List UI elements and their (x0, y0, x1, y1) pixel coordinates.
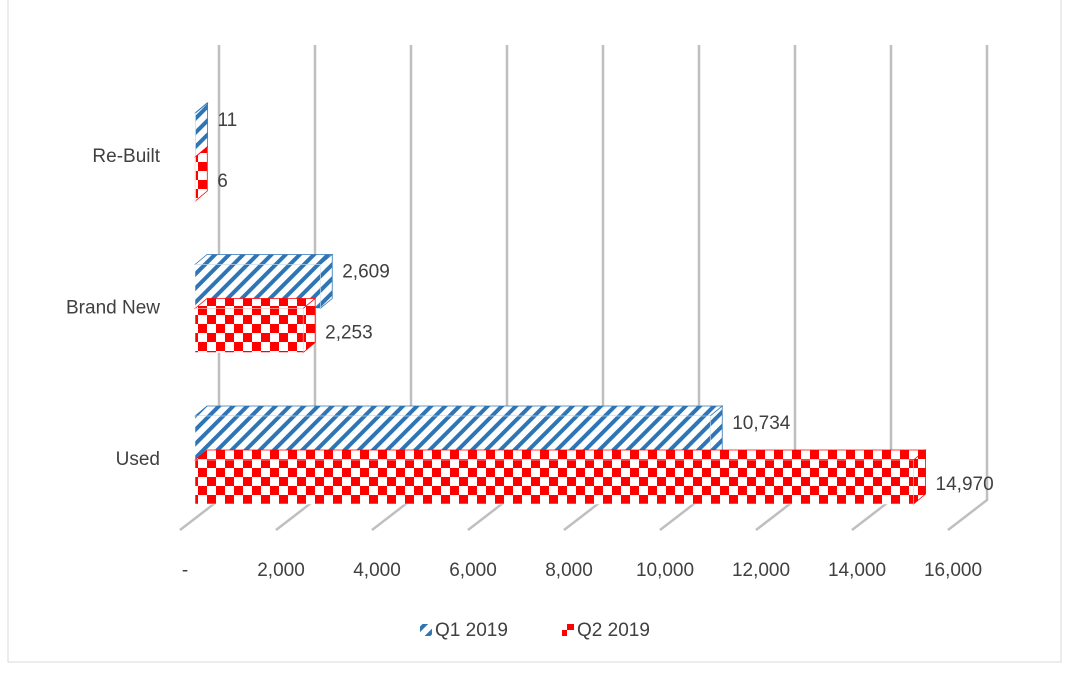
bar-top (193, 254, 334, 265)
bar (193, 102, 209, 158)
bar-top (193, 405, 724, 417)
grid-line (947, 45, 989, 531)
bar-top (193, 449, 927, 461)
x-tick-label: 16,000 (924, 560, 982, 581)
y-tick-label: Re-Built (92, 146, 160, 167)
x-tick-label: 8,000 (545, 560, 593, 581)
x-tick-label: - (182, 560, 188, 581)
legend-label: Q2 2019 (577, 620, 650, 641)
bar-side (913, 449, 926, 505)
x-tick-label: 4,000 (353, 560, 401, 581)
chart-frame (7, 0, 1062, 663)
data-label: 6 (217, 171, 228, 192)
bar (193, 297, 317, 354)
data-label: 10,734 (732, 413, 791, 434)
data-label: 2,253 (325, 323, 373, 344)
x-tick-label: 10,000 (636, 560, 694, 581)
bar-front (194, 459, 914, 505)
y-tick-label: Used (116, 449, 160, 470)
x-tick-label: 2,000 (257, 560, 305, 581)
bar (193, 449, 927, 505)
x-tick-label: 14,000 (828, 560, 886, 581)
bar-side (319, 253, 333, 310)
legend-swatch (420, 624, 432, 636)
x-tick-label: 12,000 (732, 560, 790, 581)
data-label: 11 (218, 110, 238, 131)
bar-front (194, 156, 196, 202)
bar-side (302, 297, 316, 354)
x-tick-label: 6,000 (449, 560, 497, 581)
bar-side (194, 146, 208, 202)
bar-top (193, 298, 317, 309)
legend-swatch (562, 624, 574, 636)
data-label: 14,970 (936, 474, 994, 495)
legend-label: Q1 2019 (435, 620, 508, 641)
bar (193, 146, 209, 202)
bar-front (194, 112, 196, 158)
bar-front (194, 308, 304, 353)
y-tick-label: Brand New (66, 298, 160, 319)
data-label: 2,609 (342, 262, 390, 283)
